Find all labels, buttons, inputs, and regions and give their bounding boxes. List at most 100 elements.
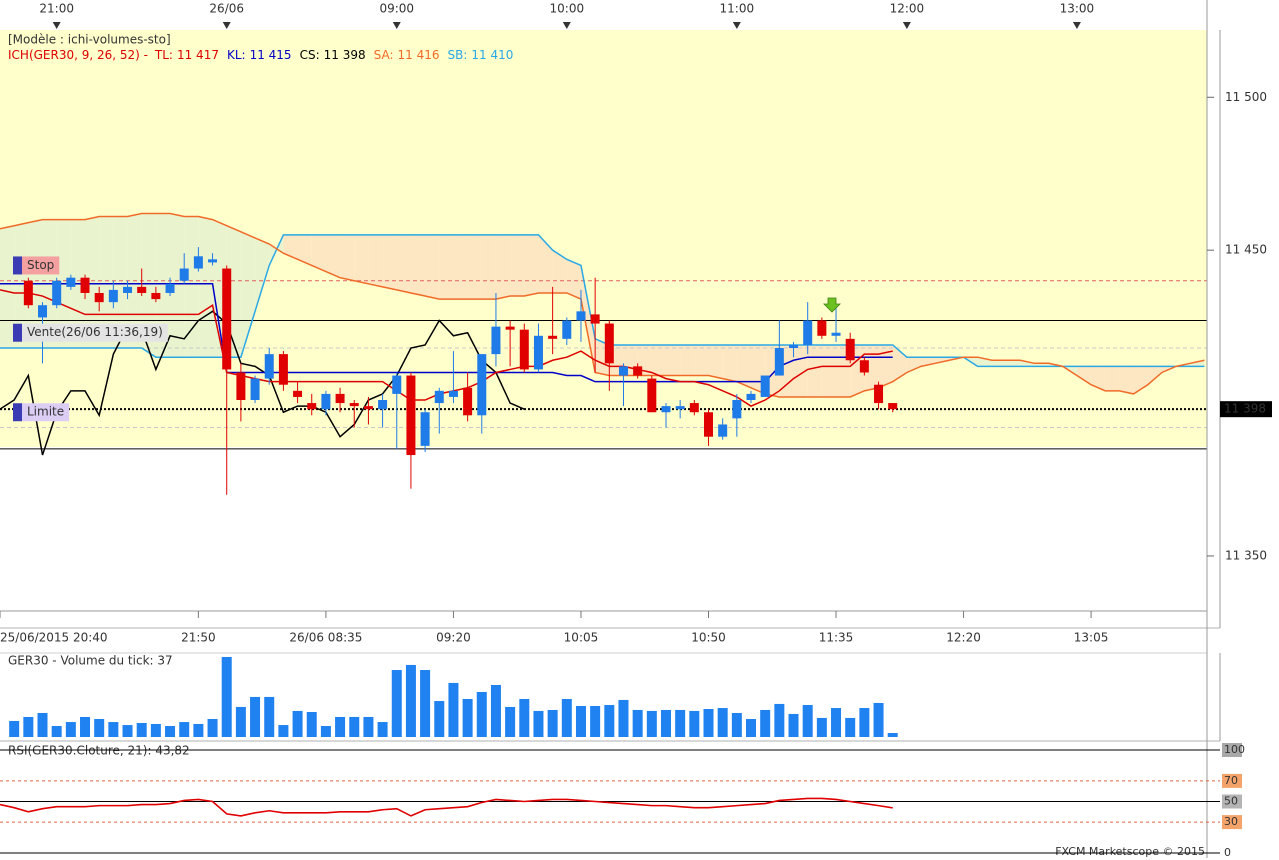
cloud [311, 234, 326, 272]
volume-bar [264, 696, 275, 737]
candle-body [859, 360, 869, 373]
cloud [240, 231, 256, 358]
volume-bar [80, 716, 91, 737]
volume-bar [660, 709, 671, 737]
volume-bar [221, 656, 232, 737]
rsi-tick-bg [1222, 815, 1242, 830]
top-tick-label: 09:00 [379, 2, 414, 16]
signal-arrow [823, 297, 841, 313]
candle-body [23, 280, 33, 306]
x-tick-label: 26/06 08:35 [289, 631, 362, 645]
candle-body [463, 387, 473, 416]
legend-value: 11 415 [250, 48, 292, 62]
order-handle [13, 256, 22, 275]
volume-bar [193, 723, 204, 737]
indicator-title: ICH(GER30, 9, 26, 52) - [8, 48, 148, 62]
last-price-label: 11 398 [1224, 402, 1266, 416]
order-label-bg [22, 256, 60, 275]
volume-bar [37, 712, 48, 737]
y-tick-label: 11 500 [1225, 90, 1267, 104]
top-tick-label: 13:00 [1060, 2, 1095, 16]
rsi-tick-bg [1222, 846, 1242, 860]
cloud [510, 234, 525, 297]
candle-body [335, 393, 345, 404]
candle-body [576, 311, 586, 321]
volume-bar [590, 705, 601, 737]
order-label-bg [22, 403, 70, 422]
x-tick-label: 11:35 [819, 631, 854, 645]
candle-body [179, 268, 189, 281]
top-tick-marker [1072, 22, 1081, 29]
candle-body [831, 332, 841, 336]
x-tick-label: 09:20 [436, 631, 471, 645]
top-tick-label: 26/06 [209, 2, 244, 16]
candle-body [704, 412, 713, 437]
cloud [425, 234, 440, 300]
x-tick-label: 13:05 [1074, 631, 1109, 645]
cloud [368, 234, 383, 287]
volume-bar [122, 725, 133, 737]
cloud [722, 344, 737, 382]
cloud [708, 344, 723, 379]
volume-bar [490, 684, 501, 737]
cloud [580, 265, 596, 373]
indicator-line [0, 310, 525, 456]
cloud [1147, 366, 1162, 385]
candle-body [321, 393, 331, 410]
volume-bar [519, 698, 530, 737]
y-tick-label: 11 350 [1225, 548, 1267, 562]
candle-body [477, 354, 487, 416]
cloud [651, 344, 666, 376]
cloud [85, 216, 100, 349]
candle-body [94, 292, 104, 303]
candle-body [222, 268, 232, 370]
order-label-bg [22, 323, 168, 342]
price-plot [0, 212, 1207, 495]
volume-bar [349, 716, 360, 737]
cloud [807, 344, 822, 397]
volume-bar [632, 709, 643, 737]
cloud [1034, 363, 1049, 367]
candle-body [689, 403, 699, 413]
cloud [665, 344, 681, 376]
candle-body [38, 305, 48, 318]
volume-bar [731, 712, 742, 737]
cloud [141, 213, 156, 358]
candle-body [661, 406, 671, 413]
volume-bar [391, 670, 402, 737]
volume-bar [831, 708, 842, 737]
candle-body [80, 277, 90, 293]
candle-body [548, 335, 558, 339]
volume-bar [859, 708, 870, 737]
candle-body [675, 406, 685, 410]
cloud [1091, 366, 1106, 391]
rsi-tick-bg [1222, 794, 1242, 809]
candle-body [378, 400, 388, 410]
candle-body [165, 283, 175, 293]
volume-bar [873, 702, 884, 737]
cloud [283, 234, 298, 260]
cloud [694, 344, 709, 376]
candle-body [434, 390, 444, 404]
volume-bar [476, 691, 487, 737]
cloud [99, 216, 114, 349]
volume-bar [533, 710, 544, 737]
candle-body [278, 354, 288, 385]
volume-bar [448, 682, 459, 737]
model-label: [Modèle : ichi-volumes-sto] [8, 33, 171, 47]
candle-body [307, 403, 317, 410]
candle-body [647, 378, 657, 413]
cloud [821, 344, 837, 397]
candle-body [108, 289, 118, 303]
candle-body [208, 259, 218, 263]
candle-body [448, 390, 458, 397]
cloud [0, 225, 15, 349]
legend-name: SA: [374, 48, 394, 62]
cloud [680, 344, 695, 376]
top-tick-marker [222, 22, 231, 29]
legend-name: TL: [154, 48, 173, 62]
indicator-line [0, 283, 893, 383]
order-handle [13, 323, 22, 342]
volume-bar [150, 723, 161, 737]
cloud [1076, 366, 1092, 385]
